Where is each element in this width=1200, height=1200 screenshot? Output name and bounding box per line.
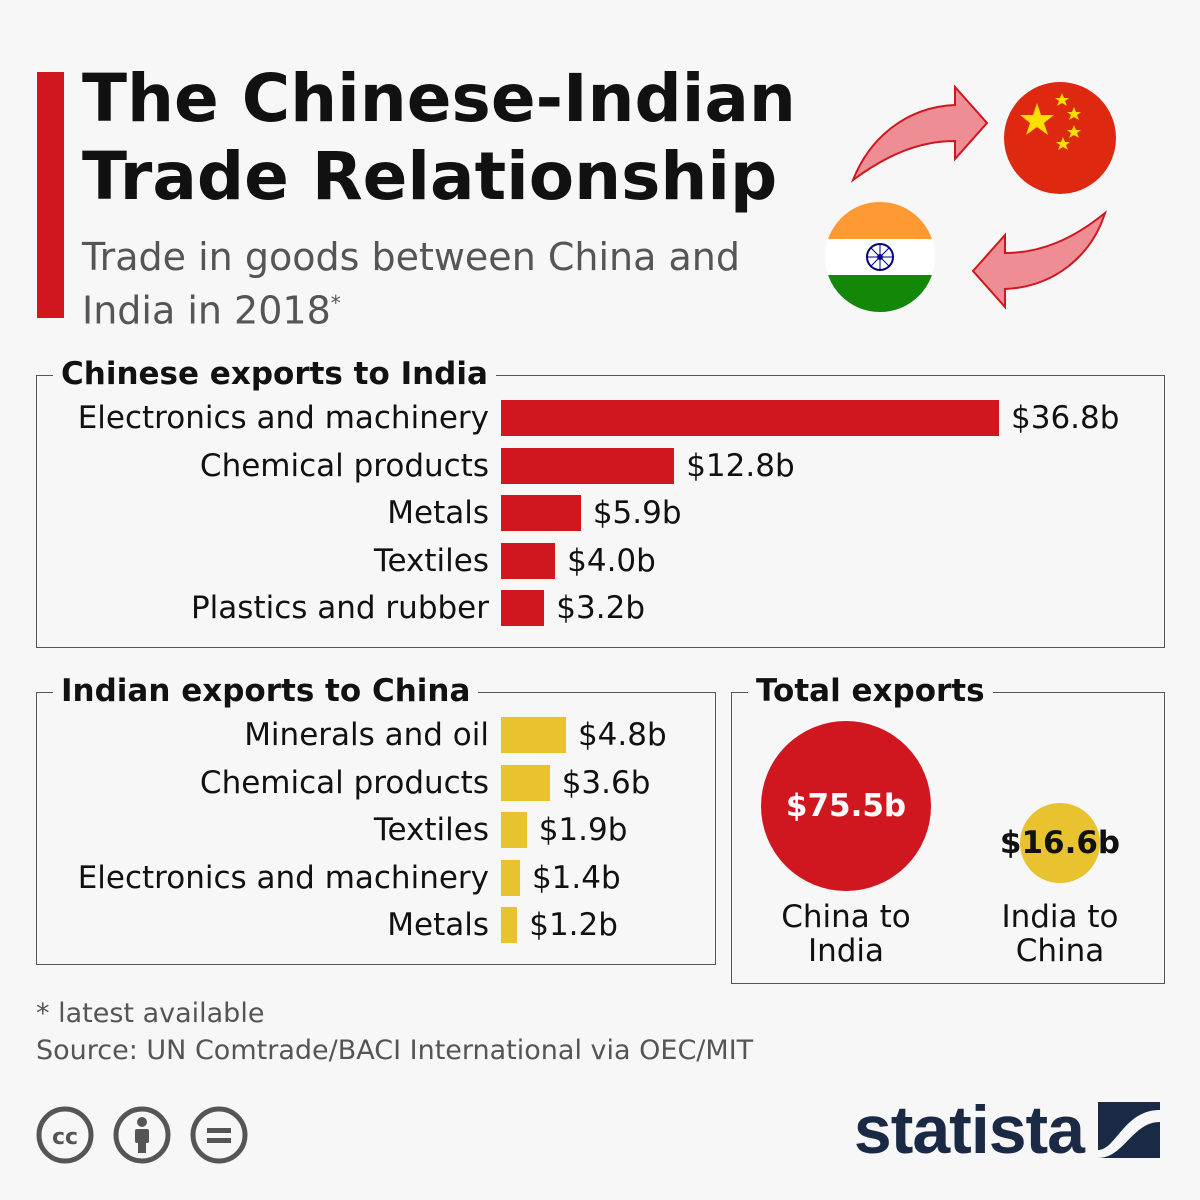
india-export-category-label: Minerals and oil: [244, 717, 489, 753]
china-export-value-label: $5.9b: [592, 495, 682, 531]
india-export-category-label: Textiles: [373, 812, 489, 848]
footnote: * latest available: [36, 998, 265, 1029]
trade-flags-illustration: [825, 82, 1116, 312]
total-export-value-label: $75.5b: [785, 788, 907, 824]
total-exports-panel: Total exports $75.5b China to India $16.6b I…: [731, 671, 1165, 984]
statista-mark-icon: [1098, 1102, 1160, 1158]
china-export-bar: [501, 590, 545, 626]
china-export-bar: [501, 495, 581, 531]
total-export-bubble: [761, 721, 931, 891]
india-export-value-label: $1.9b: [538, 812, 628, 848]
china-export-value-label: $4.0b: [567, 542, 656, 579]
total-exports-title: Total exports: [748, 671, 993, 711]
page-title: The Chinese-Indian Trade Relationship: [82, 60, 796, 216]
china-export-category-label: Metals: [387, 495, 489, 531]
total-export-category-label: China to India: [781, 899, 911, 969]
india-flag-icon: [825, 202, 935, 312]
india-export-category-label: Chemical products: [199, 764, 489, 801]
title-line-1: The Chinese-Indian: [82, 60, 796, 137]
svg-text:cc: cc: [52, 1125, 78, 1150]
india-export-bar: [501, 717, 566, 753]
china-export-value-label: $12.8b: [686, 447, 795, 484]
attribution-icon: [113, 1106, 171, 1164]
china-export-category-label: Textiles: [373, 542, 489, 579]
india-export-bar: [501, 859, 520, 896]
source-note: Source: UN Comtrade/BACI International v…: [36, 1035, 754, 1066]
chinese-exports-title: Chinese exports to India: [53, 354, 496, 394]
india-export-value-label: $1.2b: [529, 907, 618, 943]
arrow-right-icon: [850, 84, 989, 183]
china-export-category-label: Chemical products: [199, 447, 489, 484]
china-flag-icon: [1004, 82, 1116, 194]
india-export-value-label: $4.8b: [577, 717, 667, 753]
subtitle-line-2: India in 2018: [82, 288, 331, 333]
india-export-value-label: $1.4b: [531, 859, 621, 896]
india-export-bar: [501, 812, 527, 848]
china-export-bar: [501, 447, 675, 484]
total-export-bubble: [1020, 803, 1100, 883]
license-icons: cc: [36, 1106, 262, 1164]
statista-logo: statista: [854, 1090, 1160, 1170]
china-export-category-label: Electronics and machinery: [77, 400, 489, 436]
subtitle-line-1: Trade in goods between China and: [82, 235, 740, 279]
arrow-left-icon: [971, 210, 1107, 310]
india-export-category-label: Electronics and machinery: [77, 859, 489, 896]
total-export-category-label: India to China: [1001, 899, 1119, 969]
page-subtitle: Trade in goods between China and India i…: [82, 234, 740, 334]
india-export-bar: [501, 907, 518, 943]
india-export-category-label: Metals: [387, 907, 489, 943]
title-accent-bar: [37, 72, 64, 318]
cc-icon: cc: [36, 1106, 94, 1164]
india-export-bar: [501, 764, 550, 801]
china-export-bar: [501, 400, 999, 436]
indian-exports-panel: Indian exports to China Minerals and oil…: [36, 671, 716, 965]
china-export-category-label: Plastics and rubber: [190, 590, 489, 626]
total-export-value-label: $16.6b: [999, 825, 1121, 862]
brand-name: statista: [853, 1092, 1085, 1168]
chinese-exports-panel: Chinese exports to India Electronics and…: [36, 354, 1165, 648]
china-export-value-label: $36.8b: [1011, 400, 1120, 436]
title-line-2: Trade Relationship: [82, 138, 778, 215]
china-export-bar: [501, 542, 556, 579]
china-export-value-label: $3.2b: [556, 590, 645, 626]
india-export-value-label: $3.6b: [561, 764, 651, 801]
no-derivatives-icon: [190, 1106, 248, 1164]
subtitle-footnote-mark: *: [330, 291, 341, 315]
indian-exports-title: Indian exports to China: [53, 671, 479, 711]
